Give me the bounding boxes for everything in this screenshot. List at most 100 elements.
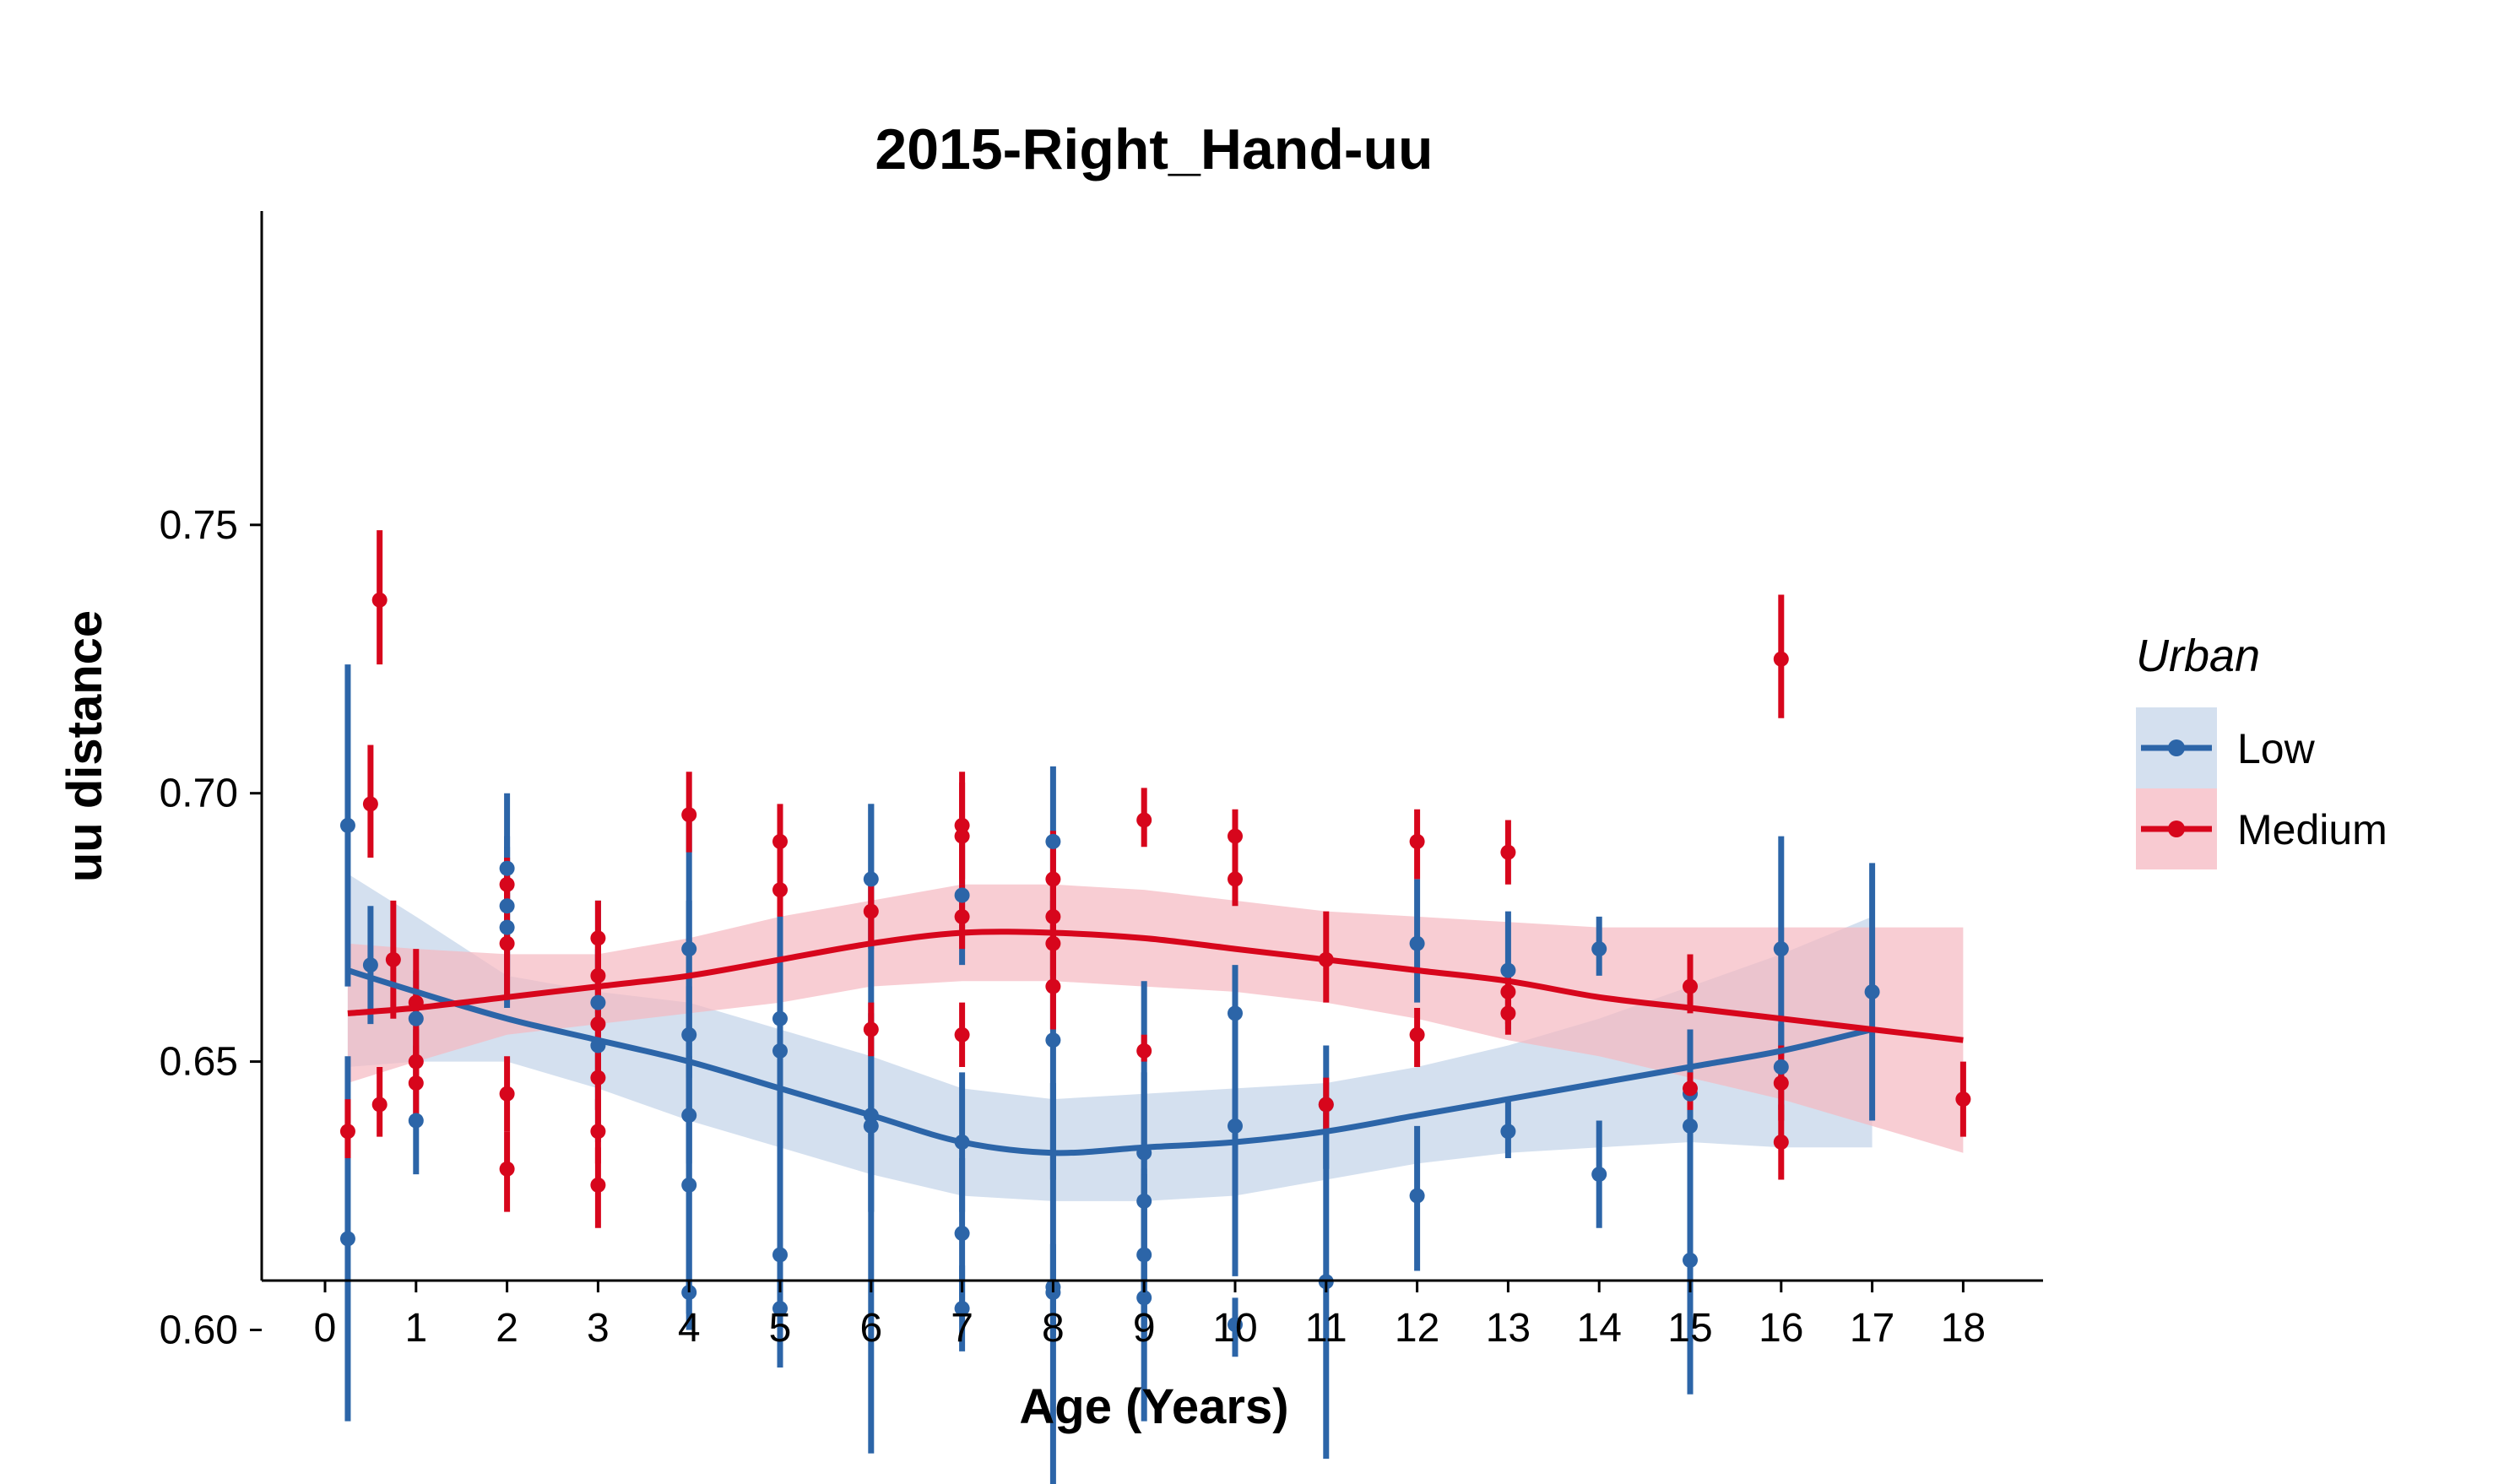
point-medium xyxy=(371,592,388,608)
legend-label-medium: Medium xyxy=(2237,806,2387,853)
point-low xyxy=(339,1231,355,1247)
point-low xyxy=(1045,833,1061,849)
x-tick-label: 17 xyxy=(1850,1306,1894,1351)
point-low xyxy=(681,1108,697,1124)
point-low xyxy=(362,957,378,973)
point-low xyxy=(1136,1247,1152,1263)
point-medium xyxy=(1409,1026,1425,1043)
point-medium xyxy=(590,1070,606,1086)
point-medium xyxy=(1045,978,1061,994)
point-medium xyxy=(339,1124,355,1140)
point-medium xyxy=(499,1161,515,1177)
x-tick-label: 5 xyxy=(769,1306,792,1351)
point-medium xyxy=(499,876,515,892)
point-low xyxy=(1500,1124,1516,1140)
x-tick-label: 15 xyxy=(1667,1306,1712,1351)
point-low xyxy=(954,1134,970,1150)
point-low xyxy=(1136,1193,1152,1209)
point-medium xyxy=(772,833,788,849)
point-low xyxy=(590,1037,606,1053)
point-medium xyxy=(1955,1091,1971,1108)
x-tick-label: 4 xyxy=(678,1306,701,1351)
point-low xyxy=(681,1026,697,1043)
point-low xyxy=(1228,1118,1243,1134)
point-medium xyxy=(1773,651,1789,667)
point-low xyxy=(772,1010,788,1026)
point-low xyxy=(1228,1317,1243,1333)
point-medium xyxy=(1045,908,1061,924)
point-medium xyxy=(408,1075,424,1091)
point-low xyxy=(408,1010,424,1026)
point-medium xyxy=(863,1021,879,1037)
point-medium xyxy=(954,828,970,844)
x-tick-label: 18 xyxy=(1941,1306,1986,1351)
trend-line-medium xyxy=(347,929,1964,1043)
data-points xyxy=(339,592,1971,1333)
legend-key-point-low xyxy=(2168,739,2185,756)
x-tick-label: 7 xyxy=(951,1306,973,1351)
point-low xyxy=(1591,941,1607,957)
point-medium xyxy=(1228,828,1243,844)
point-low xyxy=(1773,1059,1789,1075)
point-medium xyxy=(499,1086,515,1102)
point-low xyxy=(1409,935,1425,951)
point-medium xyxy=(408,1053,424,1070)
point-medium xyxy=(1683,978,1698,994)
point-medium xyxy=(1500,1005,1516,1021)
point-medium xyxy=(590,1016,606,1032)
point-medium xyxy=(590,967,606,983)
x-tick-label: 6 xyxy=(859,1306,882,1351)
point-low xyxy=(1045,1032,1061,1048)
axes: 0 1 2 3 4 5 6 7 8 9 10 11 12 13 14 15 16 17 180.600.650.70… xyxy=(160,211,2043,1353)
point-medium xyxy=(863,903,879,919)
point-medium xyxy=(1136,812,1152,828)
point-medium xyxy=(590,1124,606,1140)
y-tick-label: 0.65 xyxy=(160,1040,238,1085)
point-low xyxy=(863,1118,879,1134)
confidence-bands xyxy=(347,874,1964,1201)
point-medium xyxy=(1500,983,1516,999)
point-low xyxy=(1136,1145,1152,1161)
point-low xyxy=(1591,1167,1607,1183)
point-medium xyxy=(772,882,788,898)
legend-key-point-medium xyxy=(2168,821,2185,837)
point-medium xyxy=(1773,1075,1789,1091)
x-tick-label: 3 xyxy=(587,1306,610,1351)
y-axis-title: uu distance xyxy=(57,610,112,882)
point-medium xyxy=(1045,935,1061,951)
point-medium xyxy=(590,930,606,946)
x-tick-label: 12 xyxy=(1395,1306,1439,1351)
x-tick-label: 14 xyxy=(1577,1306,1622,1351)
point-low xyxy=(1409,1188,1425,1204)
x-tick-label: 10 xyxy=(1212,1306,1257,1351)
point-low xyxy=(954,1301,970,1317)
point-medium xyxy=(385,951,401,967)
band-medium xyxy=(347,884,1964,1153)
point-medium xyxy=(1228,871,1243,887)
point-low xyxy=(863,871,879,887)
x-tick-label: 1 xyxy=(404,1306,427,1351)
point-medium xyxy=(1409,833,1425,849)
point-low xyxy=(499,860,515,876)
point-medium xyxy=(1683,1081,1698,1097)
legend-label-low: Low xyxy=(2237,725,2316,772)
x-axis-title: Age (Years) xyxy=(1019,1379,1288,1434)
band-low xyxy=(347,874,1873,1201)
x-tick-label: 8 xyxy=(1042,1306,1065,1351)
point-low xyxy=(1683,1252,1698,1268)
point-low xyxy=(954,1226,970,1242)
point-low xyxy=(408,1113,424,1129)
legend-title: Urban xyxy=(2136,631,2260,681)
y-tick-label: 0.60 xyxy=(160,1308,238,1353)
point-medium xyxy=(1773,1134,1789,1150)
point-medium xyxy=(1318,951,1334,967)
point-low xyxy=(681,1177,697,1193)
point-medium xyxy=(1500,844,1516,860)
x-tick-label: 16 xyxy=(1759,1306,1803,1351)
point-medium xyxy=(408,994,424,1010)
point-low xyxy=(1500,962,1516,978)
point-medium xyxy=(1318,1097,1334,1113)
point-low xyxy=(772,1301,788,1317)
point-low xyxy=(772,1043,788,1059)
point-medium xyxy=(371,1097,388,1113)
